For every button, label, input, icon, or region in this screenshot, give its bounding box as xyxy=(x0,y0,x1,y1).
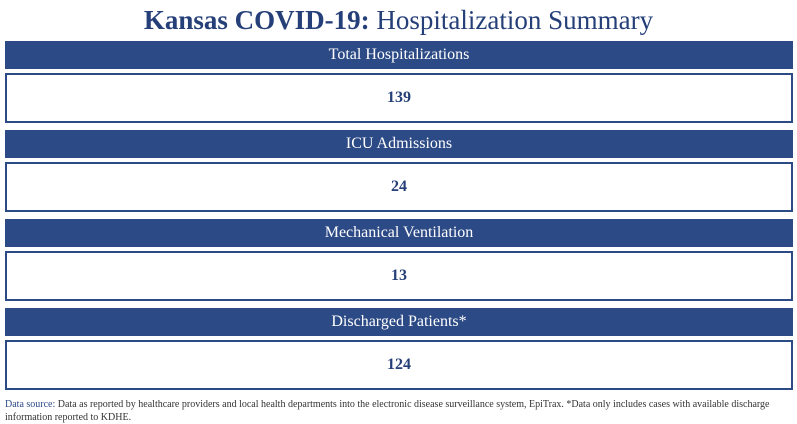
page-title: Kansas COVID-19: Hospitalization Summary xyxy=(0,2,797,38)
total-hospitalizations-header: Total Hospitalizations xyxy=(5,41,793,69)
mechanical-ventilation-value: 13 xyxy=(5,251,793,301)
data-source-footnote: Data source: Data as reported by healthc… xyxy=(5,398,785,424)
mechanical-ventilation-header: Mechanical Ventilation xyxy=(5,219,793,247)
page-title-bold: Kansas COVID-19: xyxy=(143,5,370,35)
data-source-label: Data source: xyxy=(5,399,56,410)
icu-admissions-header: ICU Admissions xyxy=(5,130,793,158)
data-source-text: Data as reported by healthcare providers… xyxy=(5,399,770,423)
total-hospitalizations-value: 139 xyxy=(5,73,793,123)
icu-admissions-value: 24 xyxy=(5,162,793,212)
discharged-patients-header: Discharged Patients* xyxy=(5,308,793,336)
page-title-regular: Hospitalization Summary xyxy=(376,5,654,35)
discharged-patients-value: 124 xyxy=(5,340,793,390)
